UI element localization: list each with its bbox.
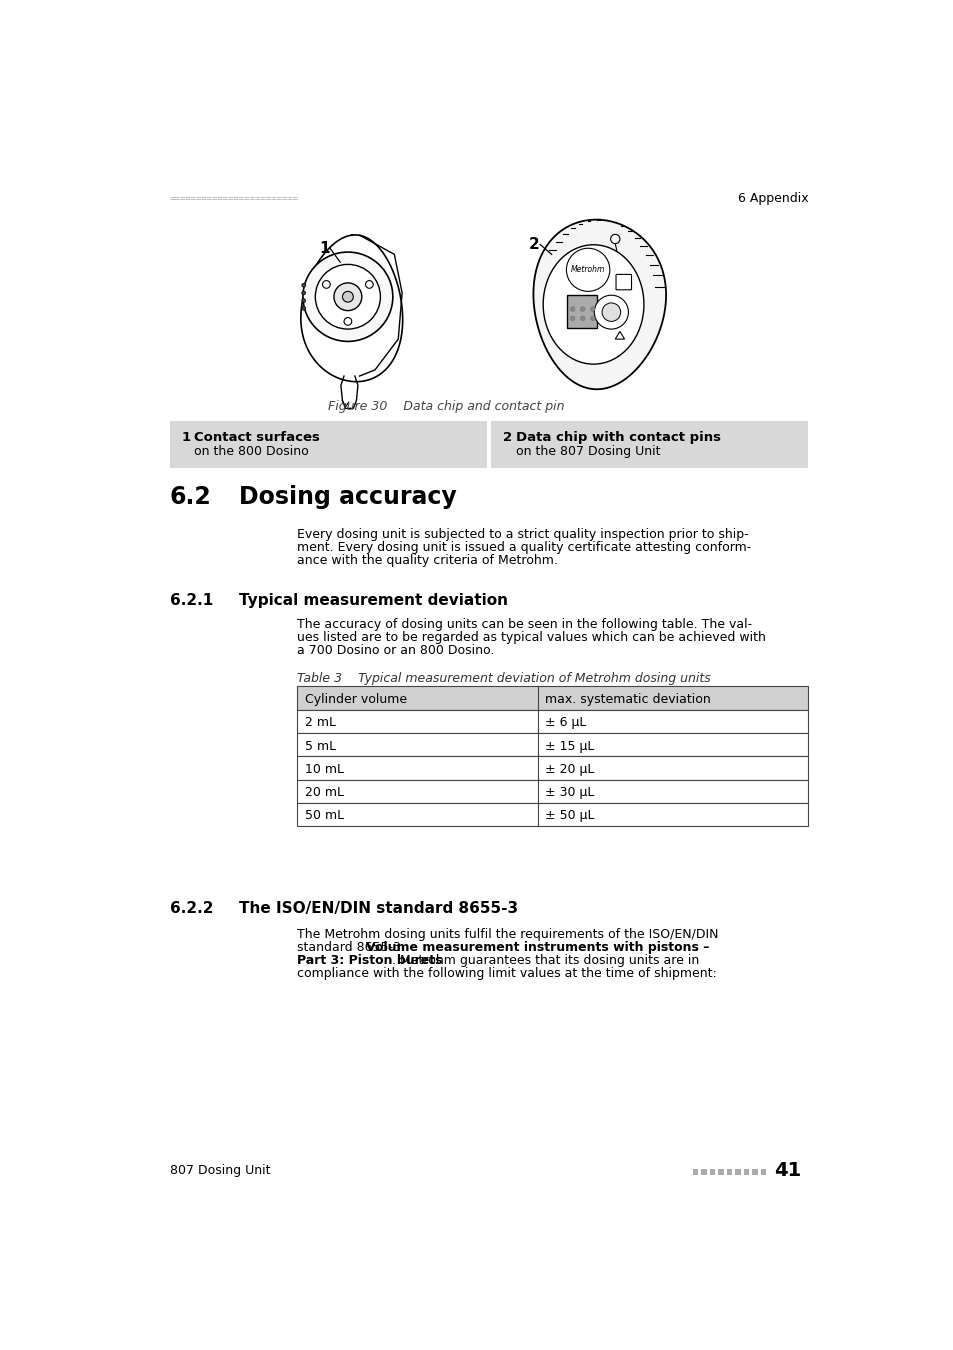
Polygon shape (533, 220, 665, 389)
Circle shape (601, 302, 620, 321)
Text: Typical measurement deviation: Typical measurement deviation (239, 593, 508, 609)
Circle shape (301, 284, 305, 288)
Ellipse shape (542, 244, 643, 364)
Circle shape (315, 265, 380, 329)
Text: ========================: ======================== (170, 193, 298, 202)
Text: 6.2.2: 6.2.2 (170, 902, 213, 917)
Text: ± 15 μL: ± 15 μL (545, 740, 595, 752)
Bar (692, 1169, 698, 1174)
Bar (297, 779, 807, 803)
Circle shape (334, 284, 361, 310)
Text: 20 mL: 20 mL (305, 786, 344, 799)
Text: Data chip with contact pins: Data chip with contact pins (516, 431, 720, 444)
Bar (297, 686, 807, 710)
Text: 2: 2 (502, 431, 512, 444)
Circle shape (579, 306, 584, 312)
Text: Table 3    Typical measurement deviation of Metrohm dosing units: Table 3 Typical measurement deviation of… (297, 672, 711, 684)
Text: 41: 41 (773, 1161, 801, 1180)
Circle shape (344, 317, 352, 325)
Bar (735, 1169, 740, 1174)
Text: The accuracy of dosing units can be seen in the following table. The val-: The accuracy of dosing units can be seen… (297, 618, 752, 630)
Text: 10 mL: 10 mL (305, 763, 344, 776)
Text: 6.2.1: 6.2.1 (170, 593, 213, 609)
Bar (752, 1169, 757, 1174)
Circle shape (342, 292, 353, 302)
Text: The Metrohm dosing units fulfil the requirements of the ISO/EN/DIN: The Metrohm dosing units fulfil the requ… (297, 929, 719, 941)
Circle shape (590, 306, 595, 312)
Bar (760, 1169, 765, 1174)
Text: 2: 2 (528, 236, 538, 252)
Text: max. systematic deviation: max. systematic deviation (545, 693, 711, 706)
Bar (726, 1169, 732, 1174)
Text: Volume measurement instruments with pistons –: Volume measurement instruments with pist… (365, 941, 708, 954)
Text: compliance with the following limit values at the time of shipment:: compliance with the following limit valu… (297, 968, 717, 980)
Bar (718, 1169, 723, 1174)
Text: . Metrohm guarantees that its dosing units are in: . Metrohm guarantees that its dosing uni… (392, 954, 699, 968)
Bar (709, 1169, 715, 1174)
Text: on the 807 Dosing Unit: on the 807 Dosing Unit (516, 446, 659, 459)
Text: a 700 Dosino or an 800 Dosino.: a 700 Dosino or an 800 Dosino. (297, 644, 495, 657)
Bar (567, 296, 596, 328)
Bar (297, 710, 807, 733)
Text: Cylinder volume: Cylinder volume (305, 693, 407, 706)
Circle shape (301, 292, 305, 294)
Text: 807 Dosing Unit: 807 Dosing Unit (170, 1164, 270, 1177)
Circle shape (594, 296, 628, 329)
Bar (297, 733, 807, 756)
Text: 50 mL: 50 mL (305, 809, 344, 822)
Circle shape (579, 316, 584, 320)
Text: ± 30 μL: ± 30 μL (545, 786, 595, 799)
Text: ± 50 μL: ± 50 μL (545, 809, 595, 822)
Text: Every dosing unit is subjected to a strict quality inspection prior to ship-: Every dosing unit is subjected to a stri… (297, 528, 748, 541)
Text: 2 mL: 2 mL (305, 717, 335, 729)
Text: Metrohm: Metrohm (570, 266, 604, 274)
Text: 1: 1 (319, 240, 330, 255)
Circle shape (570, 306, 575, 312)
Circle shape (590, 316, 595, 320)
Bar (170, 421, 487, 467)
Text: 1: 1 (181, 431, 191, 444)
Bar (491, 421, 807, 467)
Circle shape (566, 248, 609, 292)
Circle shape (303, 252, 393, 342)
Text: Dosing accuracy: Dosing accuracy (239, 486, 456, 509)
Circle shape (365, 281, 373, 289)
Text: ues listed are to be regarded as typical values which can be achieved with: ues listed are to be regarded as typical… (297, 630, 765, 644)
Text: 6 Appendix: 6 Appendix (737, 192, 807, 205)
Bar (297, 803, 807, 826)
Text: on the 800 Dosino: on the 800 Dosino (194, 446, 309, 459)
Bar (743, 1169, 748, 1174)
Text: Contact surfaces: Contact surfaces (194, 431, 320, 444)
Circle shape (301, 298, 305, 302)
Circle shape (301, 306, 305, 310)
Text: ment. Every dosing unit is issued a quality certificate attesting conform-: ment. Every dosing unit is issued a qual… (297, 541, 751, 554)
Text: ± 6 μL: ± 6 μL (545, 717, 586, 729)
Text: standard 8655-3: standard 8655-3 (297, 941, 405, 954)
Text: Part 3: Piston burets: Part 3: Piston burets (297, 954, 442, 968)
Text: ance with the quality criteria of Metrohm.: ance with the quality criteria of Metroh… (297, 554, 558, 567)
Text: 5 mL: 5 mL (305, 740, 336, 752)
Text: The ISO/EN/DIN standard 8655-3: The ISO/EN/DIN standard 8655-3 (239, 902, 518, 917)
Bar (297, 756, 807, 779)
FancyBboxPatch shape (616, 274, 631, 290)
Text: 6.2: 6.2 (170, 486, 212, 509)
Bar (700, 1169, 706, 1174)
Text: Figure 30    Data chip and contact pin: Figure 30 Data chip and contact pin (328, 401, 564, 413)
Text: ± 20 μL: ± 20 μL (545, 763, 595, 776)
Circle shape (570, 316, 575, 320)
Circle shape (322, 281, 330, 289)
